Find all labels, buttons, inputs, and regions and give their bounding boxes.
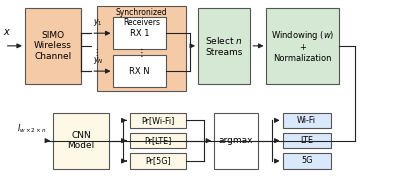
Text: CNN
Model: CNN Model [67,131,95,150]
FancyBboxPatch shape [130,133,186,148]
FancyBboxPatch shape [97,6,186,91]
Text: Pr[5G]: Pr[5G] [145,157,170,165]
Text: RX 1: RX 1 [130,29,149,38]
Text: argmax: argmax [219,136,253,145]
Text: Windowing ($w$)
+
Normalization: Windowing ($w$) + Normalization [271,29,335,63]
Text: $\vdots$: $\vdots$ [136,46,143,59]
Text: Pr[Wi-Fi]: Pr[Wi-Fi] [141,116,175,125]
Text: Pr[LTE]: Pr[LTE] [144,136,171,145]
Text: $y_1$: $y_1$ [93,17,103,28]
Text: $x$: $x$ [3,27,11,37]
FancyBboxPatch shape [53,113,109,169]
Text: LTE: LTE [300,136,313,145]
Text: Select $n$
Streams: Select $n$ Streams [205,35,243,57]
Text: $I_{w\times 2\times n}$: $I_{w\times 2\times n}$ [17,123,46,135]
FancyBboxPatch shape [130,153,186,169]
FancyBboxPatch shape [282,153,331,169]
Text: 5G: 5G [301,157,312,165]
Text: SIMO
Wireless
Channel: SIMO Wireless Channel [34,31,72,61]
Text: $\vdots$: $\vdots$ [92,47,99,58]
Text: Synchronized
Receivers: Synchronized Receivers [116,8,167,27]
FancyBboxPatch shape [114,17,166,50]
Text: Wi-Fi: Wi-Fi [297,116,316,125]
FancyBboxPatch shape [282,133,331,148]
FancyBboxPatch shape [114,55,166,87]
FancyBboxPatch shape [282,113,331,128]
Text: $y_N$: $y_N$ [93,55,104,66]
FancyBboxPatch shape [266,8,339,84]
FancyBboxPatch shape [198,8,250,84]
FancyBboxPatch shape [130,113,186,128]
Text: RX N: RX N [129,67,150,76]
FancyBboxPatch shape [214,113,259,169]
FancyBboxPatch shape [25,8,81,84]
